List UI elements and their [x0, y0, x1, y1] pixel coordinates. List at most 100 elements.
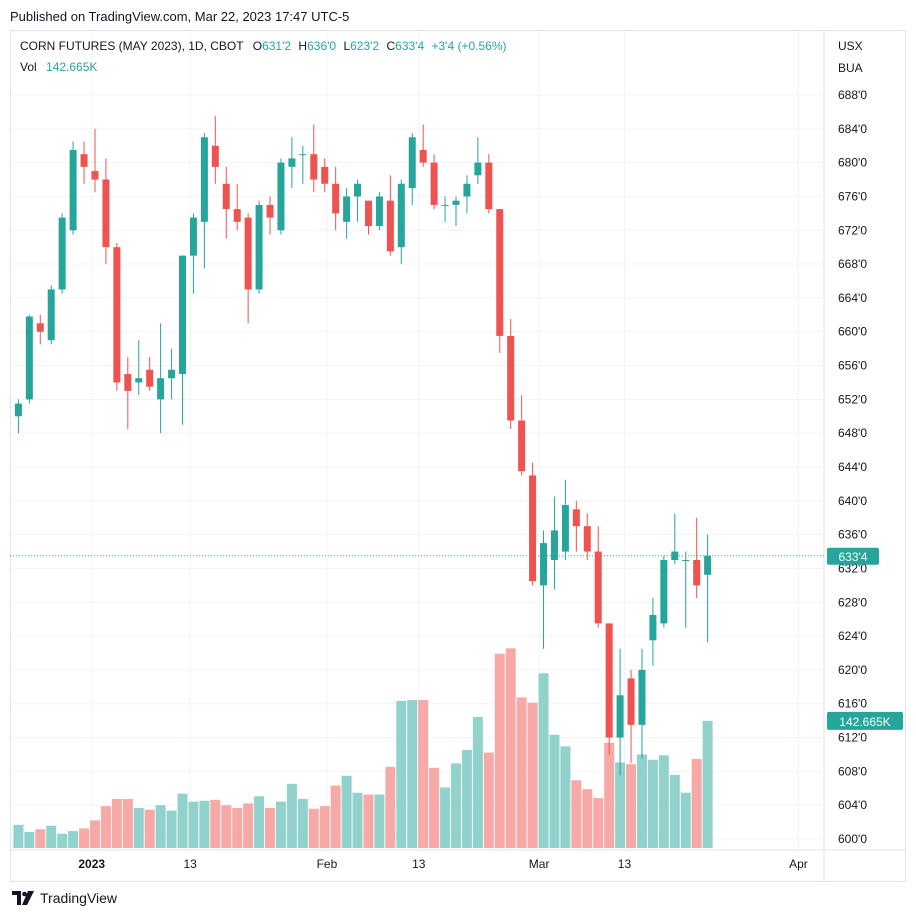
candle: [80, 141, 88, 184]
candle-body: [364, 200, 372, 227]
candle-body: [14, 403, 22, 417]
volume-bar: [35, 829, 46, 848]
candle: [364, 200, 372, 235]
candle-body: [529, 475, 537, 582]
volume-bar: [669, 774, 680, 848]
candle-body: [332, 183, 340, 214]
candle-body: [211, 145, 219, 167]
price-tick-label: 656'0: [838, 359, 867, 373]
candle: [113, 242, 121, 391]
change-value: +3'4 (+0.56%): [431, 39, 507, 53]
volume-bar: [593, 798, 604, 848]
candle: [693, 517, 701, 599]
low-value: 623'2: [350, 39, 380, 53]
candle-body: [638, 669, 646, 725]
candle: [485, 154, 493, 214]
candle-body: [47, 289, 55, 341]
candle-body: [135, 378, 143, 383]
candle: [397, 179, 405, 265]
chart-frame: [10, 30, 906, 882]
candle: [69, 141, 77, 235]
candle-body: [288, 158, 296, 167]
footer-brand-text: TradingView: [40, 890, 118, 906]
published-caption: Published on TradingView.com, Mar 22, 20…: [10, 9, 350, 24]
candle: [408, 133, 416, 205]
legend-volume-row: Vol 142.665K: [20, 60, 97, 74]
candle: [638, 648, 646, 759]
volume-bar: [79, 828, 90, 848]
volume-bar: [254, 796, 265, 848]
candle-body: [386, 200, 394, 252]
candle-body: [25, 316, 33, 400]
candle: [430, 154, 438, 210]
footer-brand[interactable]: TradingView: [12, 890, 117, 906]
volume-bar: [363, 794, 374, 848]
price-tick-label: 640'0: [838, 494, 867, 508]
candle-body: [200, 137, 208, 222]
candle: [627, 669, 635, 763]
volume-bar: [418, 700, 429, 848]
candle: [463, 175, 471, 214]
candle: [233, 183, 241, 231]
price-tick-label: 668'0: [838, 257, 867, 271]
volume-bar: [177, 793, 188, 848]
volume-bar: [210, 799, 221, 848]
candle-body: [430, 162, 438, 205]
price-tick-label: 672'0: [838, 223, 867, 237]
candle: [135, 340, 143, 396]
volume-bar: [199, 800, 210, 848]
candle: [146, 357, 154, 391]
volume-bar: [133, 807, 144, 848]
price-tick-label: 608'0: [838, 764, 867, 778]
volume-bar: [243, 803, 254, 848]
volume-bar: [615, 762, 626, 848]
candle: [321, 158, 329, 193]
volume-bar: [265, 807, 276, 848]
volume-bar: [111, 798, 122, 848]
volume-bar: [13, 824, 24, 848]
candle-body: [58, 217, 66, 290]
volume-bar: [319, 806, 330, 848]
price-tick-label: 664'0: [838, 291, 867, 305]
price-tick-label: 604'0: [838, 798, 867, 812]
unit-label[interactable]: BUA: [838, 61, 863, 75]
volume-bar: [494, 653, 505, 848]
candle-body: [299, 154, 307, 156]
low-label: L: [343, 39, 351, 53]
volume-bar: [538, 673, 549, 848]
volume-bar: [407, 700, 418, 848]
volume-bar: [604, 742, 615, 848]
price-tick-label: 684'0: [838, 122, 867, 136]
volume-label: Vol: [20, 60, 37, 74]
time-tick-label: 13: [183, 857, 197, 871]
open-label: O: [252, 39, 263, 53]
price-axis: 688'0 684'0 680'0 676'0 672'0 668'0 664'0 660'0…: [838, 88, 867, 846]
candle-body: [343, 196, 351, 222]
candle: [682, 551, 690, 628]
volume-bar: [658, 755, 669, 848]
candle: [605, 623, 613, 755]
volume-bar: [68, 831, 79, 848]
volume-bar: [122, 798, 133, 848]
candle-body: [124, 374, 132, 391]
candle-body: [441, 204, 449, 206]
candle: [277, 158, 285, 235]
close-value: 633'4: [395, 39, 425, 53]
candle: [343, 188, 351, 239]
close-label: C: [386, 39, 396, 53]
open-value: 631'2: [262, 39, 292, 53]
tradingview-logo-icon: [12, 891, 34, 905]
candle-body: [233, 209, 241, 222]
candle: [266, 196, 274, 235]
legend-symbol-row: CORN FUTURES (MAY 2023), 1D, CBOT O631'2…: [20, 39, 507, 53]
candle: [474, 137, 482, 184]
candle-body: [354, 183, 362, 197]
volume-bar: [571, 780, 582, 848]
candle: [561, 479, 569, 560]
price-tick-label: 676'0: [838, 189, 867, 203]
volume-bar: [100, 806, 111, 848]
volume-bar: [374, 794, 385, 848]
currency-label[interactable]: USX: [838, 39, 863, 53]
candle-body: [704, 555, 712, 575]
